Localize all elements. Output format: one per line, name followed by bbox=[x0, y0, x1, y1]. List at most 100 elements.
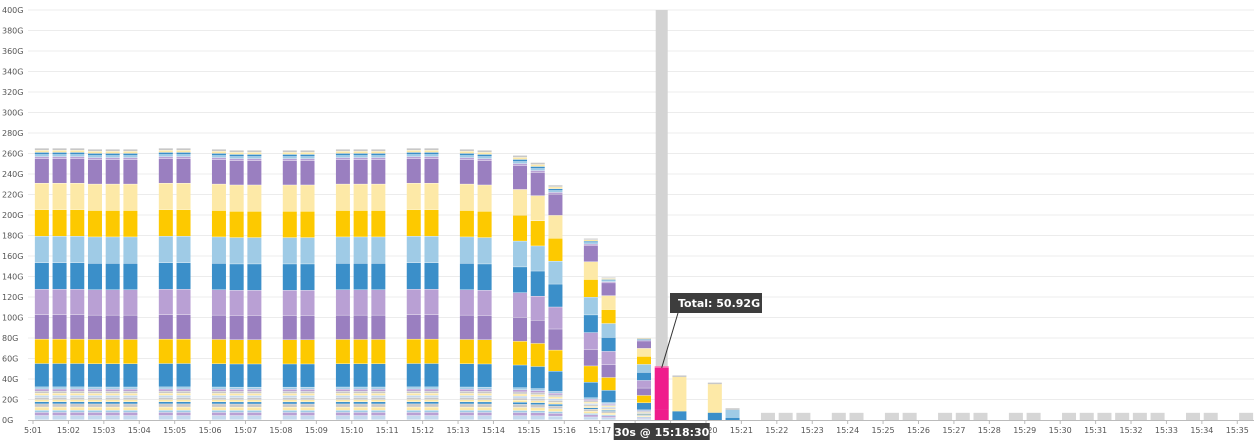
bar-segment[interactable] bbox=[406, 209, 421, 237]
bar-segment[interactable] bbox=[459, 155, 474, 158]
bar-segment[interactable] bbox=[52, 410, 67, 413]
bar-segment[interactable] bbox=[282, 387, 297, 390]
placeholder-bar[interactable] bbox=[1097, 412, 1112, 420]
bar-segment[interactable] bbox=[247, 387, 262, 390]
bar-segment[interactable] bbox=[105, 404, 120, 407]
bar-segment[interactable] bbox=[211, 402, 226, 404]
bar-segment[interactable] bbox=[406, 150, 421, 153]
bar-segment[interactable] bbox=[459, 393, 474, 396]
bar-segment[interactable] bbox=[601, 377, 616, 391]
bar-segment[interactable] bbox=[229, 290, 244, 316]
bar-segment[interactable] bbox=[513, 390, 528, 392]
bar-segment[interactable] bbox=[211, 149, 226, 152]
bar-segment[interactable] bbox=[282, 211, 297, 238]
bar-segment[interactable] bbox=[300, 364, 315, 387]
bar-segment[interactable] bbox=[548, 188, 563, 191]
bar-segment[interactable] bbox=[406, 156, 421, 159]
bar-segment[interactable] bbox=[583, 261, 598, 280]
bar-stack[interactable] bbox=[52, 148, 67, 420]
bar-segment[interactable] bbox=[300, 156, 315, 159]
bar-segment[interactable] bbox=[247, 415, 262, 420]
bar-segment[interactable] bbox=[459, 151, 474, 154]
bar-segment[interactable] bbox=[34, 154, 49, 157]
bar-segment[interactable] bbox=[636, 418, 651, 420]
bar-segment[interactable] bbox=[513, 341, 528, 365]
bar-segment[interactable] bbox=[176, 407, 191, 411]
bar-segment[interactable] bbox=[353, 389, 368, 392]
bar-segment[interactable] bbox=[87, 410, 102, 413]
bar-segment[interactable] bbox=[601, 409, 616, 411]
bar-segment[interactable] bbox=[70, 391, 85, 394]
bar-segment[interactable] bbox=[513, 402, 528, 405]
bar-segment[interactable] bbox=[70, 154, 85, 157]
bar-segment[interactable] bbox=[548, 190, 563, 193]
bar-segment[interactable] bbox=[353, 402, 368, 404]
bar-segment[interactable] bbox=[211, 210, 226, 237]
bar-segment[interactable] bbox=[176, 236, 191, 263]
bar-segment[interactable] bbox=[513, 163, 528, 166]
bar-segment[interactable] bbox=[601, 309, 616, 324]
bar-segment[interactable] bbox=[282, 158, 297, 161]
bar-segment[interactable] bbox=[548, 413, 563, 416]
bar-segment[interactable] bbox=[583, 415, 598, 417]
bar-segment[interactable] bbox=[52, 236, 67, 263]
bar-segment[interactable] bbox=[70, 399, 85, 402]
bar-segment[interactable] bbox=[87, 157, 102, 160]
bar-segment[interactable] bbox=[282, 264, 297, 291]
bar-segment[interactable] bbox=[176, 401, 191, 404]
bar-segment[interactable] bbox=[158, 399, 173, 402]
bar-segment[interactable] bbox=[105, 412, 120, 416]
bar-stack[interactable] bbox=[707, 382, 722, 420]
bar-segment[interactable] bbox=[282, 407, 297, 411]
bar-segment[interactable] bbox=[353, 395, 368, 398]
bar-segment[interactable] bbox=[601, 402, 616, 404]
bar-segment[interactable] bbox=[424, 407, 439, 411]
bar-segment[interactable] bbox=[70, 401, 85, 404]
bar-stack[interactable] bbox=[371, 149, 386, 420]
bar-segment[interactable] bbox=[636, 413, 651, 414]
bar-segment[interactable] bbox=[583, 349, 598, 366]
bar-segment[interactable] bbox=[530, 410, 545, 413]
bar-segment[interactable] bbox=[247, 156, 262, 159]
bar-segment[interactable] bbox=[513, 387, 528, 390]
bar-segment[interactable] bbox=[583, 242, 598, 244]
bar-segment[interactable] bbox=[583, 417, 598, 420]
bar-segment[interactable] bbox=[52, 401, 67, 404]
bar-segment[interactable] bbox=[211, 397, 226, 400]
bar-segment[interactable] bbox=[636, 338, 651, 339]
bar-segment[interactable] bbox=[530, 164, 545, 167]
bar-stack[interactable] bbox=[247, 150, 262, 420]
bar-segment[interactable] bbox=[158, 401, 173, 404]
bar-segment[interactable] bbox=[424, 339, 439, 364]
bar-segment[interactable] bbox=[123, 315, 138, 340]
bar-segment[interactable] bbox=[371, 399, 386, 402]
bar-stack[interactable] bbox=[672, 375, 687, 420]
bar-segment[interactable] bbox=[459, 410, 474, 413]
bar-segment[interactable] bbox=[636, 372, 651, 381]
bar-segment[interactable] bbox=[636, 413, 651, 415]
bar-segment[interactable] bbox=[371, 412, 386, 416]
bar-segment[interactable] bbox=[123, 410, 138, 413]
placeholder-bar[interactable] bbox=[1115, 412, 1130, 420]
bar-segment[interactable] bbox=[601, 404, 616, 406]
bar-segment[interactable] bbox=[52, 389, 67, 391]
bar-segment[interactable] bbox=[176, 209, 191, 237]
bar-segment[interactable] bbox=[477, 415, 492, 420]
bar-segment[interactable] bbox=[211, 399, 226, 402]
bar-segment[interactable] bbox=[371, 263, 386, 290]
bar-segment[interactable] bbox=[459, 289, 474, 315]
bar-segment[interactable] bbox=[530, 168, 545, 171]
bar-segment[interactable] bbox=[424, 154, 439, 157]
bar-segment[interactable] bbox=[513, 292, 528, 318]
placeholder-bar[interactable] bbox=[1239, 412, 1254, 420]
bar-segment[interactable] bbox=[406, 391, 421, 394]
bar-segment[interactable] bbox=[211, 237, 226, 264]
bar-segment[interactable] bbox=[229, 389, 244, 392]
bar-segment[interactable] bbox=[353, 410, 368, 413]
bar-stack[interactable] bbox=[424, 148, 439, 420]
bar-segment[interactable] bbox=[654, 367, 669, 410]
placeholder-bar[interactable] bbox=[1062, 412, 1077, 420]
bar-segment[interactable] bbox=[300, 410, 315, 413]
bar-segment[interactable] bbox=[105, 184, 120, 211]
bar-segment[interactable] bbox=[459, 184, 474, 211]
